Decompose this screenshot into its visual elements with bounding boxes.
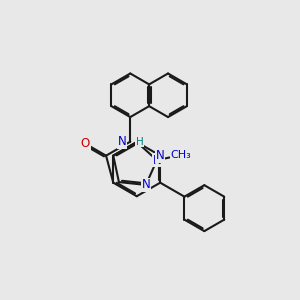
Text: N: N xyxy=(142,178,150,191)
Text: H: H xyxy=(136,137,143,147)
Text: N: N xyxy=(118,135,126,148)
Text: N: N xyxy=(156,149,165,162)
Text: CH₃: CH₃ xyxy=(171,150,191,160)
Text: N: N xyxy=(152,154,161,167)
Text: O: O xyxy=(81,137,90,150)
